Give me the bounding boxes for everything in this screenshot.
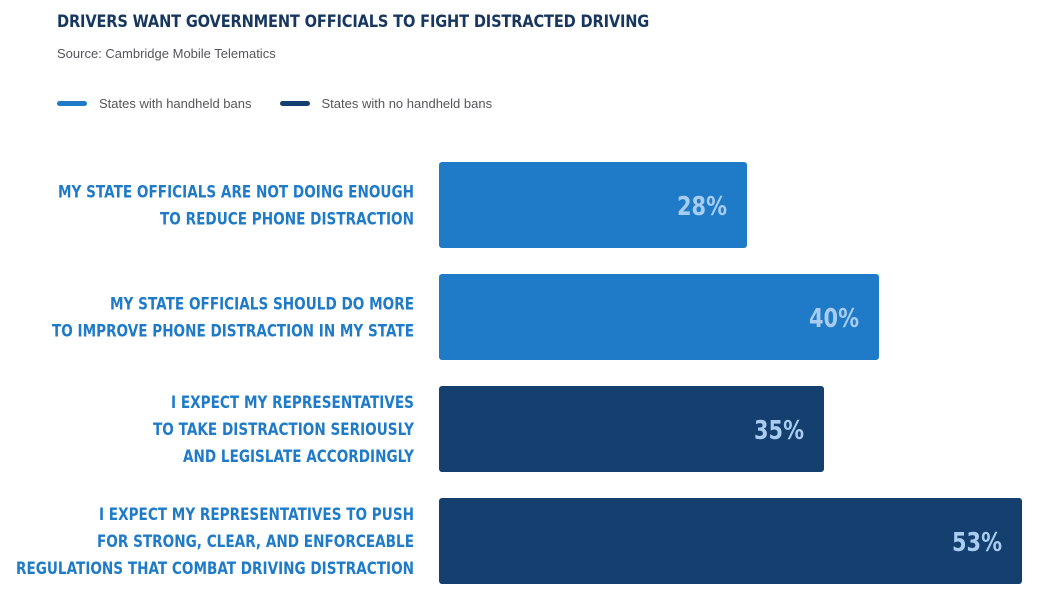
bar-2 (439, 274, 879, 360)
category-label-line: FOR STRONG, CLEAR, AND ENFORCEABLE (97, 532, 414, 552)
category-label-line: MY STATE OFFICIALS SHOULD DO MORE (110, 295, 414, 315)
bar-3 (439, 386, 824, 472)
legend-item-handheld-bans: States with handheld bans (57, 96, 252, 111)
legend-label-handheld-bans: States with handheld bans (99, 95, 252, 111)
category-label-line: TO TAKE DISTRACTION SERIOUSLY (153, 420, 415, 440)
category-label-line: REGULATIONS THAT COMBAT DRIVING DISTRACT… (16, 559, 414, 579)
legend-item-no-handheld-bans: States with no handheld bans (279, 95, 493, 111)
value-label-3: 35% (754, 416, 804, 446)
category-label-line: I EXPECT MY REPRESENTATIVES (171, 393, 414, 413)
category-label-4: I EXPECT MY REPRESENTATIVES TO PUSH FOR S… (16, 505, 414, 579)
category-label-line: I EXPECT MY REPRESENTATIVES TO PUSH (99, 505, 414, 525)
category-label-1: MY STATE OFFICIALS ARE NOT DOING ENOUGH T… (58, 183, 414, 230)
bar-4 (439, 498, 1022, 584)
legend-label-no-handheld-bans: States with no handheld bans (321, 95, 493, 111)
value-label-2: 40% (809, 304, 859, 334)
value-label-4: 53% (952, 528, 1002, 558)
bar-1 (439, 162, 747, 248)
legend-swatch-handheld-bans (57, 100, 87, 106)
category-label-2: MY STATE OFFICIALS SHOULD DO MORE TO IMPR… (52, 295, 414, 342)
chart-subtitle: Source: Cambridge Mobile Telematics (57, 46, 276, 61)
category-label-line: AND LEGISLATE ACCORDINGLY (183, 447, 415, 467)
chart-legend: States with handheld bans States with no… (57, 94, 520, 112)
legend-swatch-no-handheld-bans (279, 100, 310, 106)
category-label-line: TO REDUCE PHONE DISTRACTION (160, 210, 414, 230)
category-label-line: TO IMPROVE PHONE DISTRACTION IN MY STATE (52, 322, 414, 342)
value-label-1: 28% (677, 192, 727, 222)
category-label-3: I EXPECT MY REPRESENTATIVES TO TAKE DISTR… (153, 393, 415, 467)
chart-title: DRIVERS WANT GOVERNMENT OFFICIALS TO FIG… (57, 12, 650, 32)
category-label-line: MY STATE OFFICIALS ARE NOT DOING ENOUGH (58, 183, 414, 203)
